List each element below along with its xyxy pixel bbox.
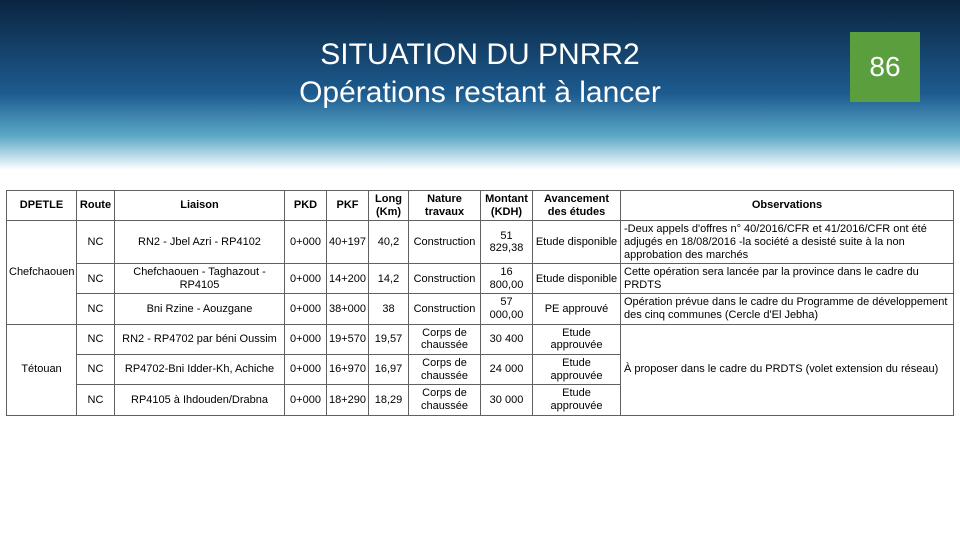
cell-route: NC [77, 221, 115, 264]
cell-pkf: 14+200 [327, 264, 369, 294]
cell-pkd: 0+000 [285, 385, 327, 415]
cell-dpetle: Tétouan [7, 324, 77, 415]
cell-pkd: 0+000 [285, 294, 327, 324]
col-header-pkf: PKF [327, 191, 369, 221]
cell-pkd: 0+000 [285, 264, 327, 294]
col-header-route: Route [77, 191, 115, 221]
page-number-value: 86 [869, 51, 900, 83]
cell-avancement: Etude approuvée [533, 385, 621, 415]
col-header-montant: Montant (KDH) [481, 191, 533, 221]
cell-avancement: Etude disponible [533, 221, 621, 264]
slide-title: SITUATION DU PNRR2 Opérations restant à … [210, 36, 750, 111]
cell-liaison: RN2 - Jbel Azri - RP4102 [115, 221, 285, 264]
cell-pkf: 18+290 [327, 385, 369, 415]
cell-observations: À proposer dans le cadre du PRDTS (volet… [621, 324, 954, 415]
cell-route: NC [77, 294, 115, 324]
title-line-1: SITUATION DU PNRR2 [210, 36, 750, 74]
cell-montant: 57 000,00 [481, 294, 533, 324]
cell-nature: Construction [409, 264, 481, 294]
cell-montant: 51 829,38 [481, 221, 533, 264]
operations-table: DPETLE Route Liaison PKD PKF Long (Km) N… [6, 190, 954, 416]
cell-long: 19,57 [369, 324, 409, 354]
page-number: 86 [850, 32, 920, 102]
cell-liaison: RN2 - RP4702 par béni Oussim [115, 324, 285, 354]
cell-nature: Corps de chaussée [409, 385, 481, 415]
cell-pkd: 0+000 [285, 355, 327, 385]
cell-pkf: 16+970 [327, 355, 369, 385]
col-header-liaison: Liaison [115, 191, 285, 221]
col-header-observations: Observations [621, 191, 954, 221]
cell-nature: Construction [409, 221, 481, 264]
table-row: NC Bni Rzine - Aouzgane 0+000 38+000 38 … [7, 294, 954, 324]
cell-liaison: RP4702-Bni Idder-Kh, Achiche [115, 355, 285, 385]
cell-liaison: Bni Rzine - Aouzgane [115, 294, 285, 324]
col-header-dpetle: DPETLE [7, 191, 77, 221]
cell-route: NC [77, 264, 115, 294]
cell-long: 40,2 [369, 221, 409, 264]
cell-pkf: 38+000 [327, 294, 369, 324]
cell-montant: 24 000 [481, 355, 533, 385]
cell-route: NC [77, 385, 115, 415]
col-header-avancement: Avancement des études [533, 191, 621, 221]
cell-avancement: Etude approuvée [533, 355, 621, 385]
cell-observations: -Deux appels d'offres n° 40/2016/CFR et … [621, 221, 954, 264]
cell-pkf: 40+197 [327, 221, 369, 264]
cell-route: NC [77, 355, 115, 385]
cell-pkd: 0+000 [285, 324, 327, 354]
cell-long: 38 [369, 294, 409, 324]
cell-pkf: 19+570 [327, 324, 369, 354]
cell-long: 16,97 [369, 355, 409, 385]
cell-observations: Cette opération sera lancée par la provi… [621, 264, 954, 294]
table-container: DPETLE Route Liaison PKD PKF Long (Km) N… [0, 190, 960, 416]
cell-montant: 30 400 [481, 324, 533, 354]
cell-nature: Construction [409, 294, 481, 324]
cell-avancement: PE approuvé [533, 294, 621, 324]
cell-nature: Corps de chaussée [409, 355, 481, 385]
cell-liaison: Chefchaouen - Taghazout - RP4105 [115, 264, 285, 294]
table-row: Chefchaouen NC RN2 - Jbel Azri - RP4102 … [7, 221, 954, 264]
cell-liaison: RP4105 à Ihdouden/Drabna [115, 385, 285, 415]
cell-pkd: 0+000 [285, 221, 327, 264]
cell-long: 18,29 [369, 385, 409, 415]
cell-avancement: Etude disponible [533, 264, 621, 294]
col-header-pkd: PKD [285, 191, 327, 221]
cell-nature: Corps de chaussée [409, 324, 481, 354]
table-row: Tétouan NC RN2 - RP4702 par béni Oussim … [7, 324, 954, 354]
table-row: NC Chefchaouen - Taghazout - RP4105 0+00… [7, 264, 954, 294]
cell-montant: 16 800,00 [481, 264, 533, 294]
cell-dpetle: Chefchaouen [7, 221, 77, 324]
cell-avancement: Etude approuvée [533, 324, 621, 354]
table-body: Chefchaouen NC RN2 - Jbel Azri - RP4102 … [7, 221, 954, 415]
cell-route: NC [77, 324, 115, 354]
cell-observations: Opération prévue dans le cadre du Progra… [621, 294, 954, 324]
col-header-long: Long (Km) [369, 191, 409, 221]
cell-montant: 30 000 [481, 385, 533, 415]
table-header-row: DPETLE Route Liaison PKD PKF Long (Km) N… [7, 191, 954, 221]
cell-long: 14,2 [369, 264, 409, 294]
title-line-2: Opérations restant à lancer [210, 74, 750, 112]
col-header-nature: Nature travaux [409, 191, 481, 221]
